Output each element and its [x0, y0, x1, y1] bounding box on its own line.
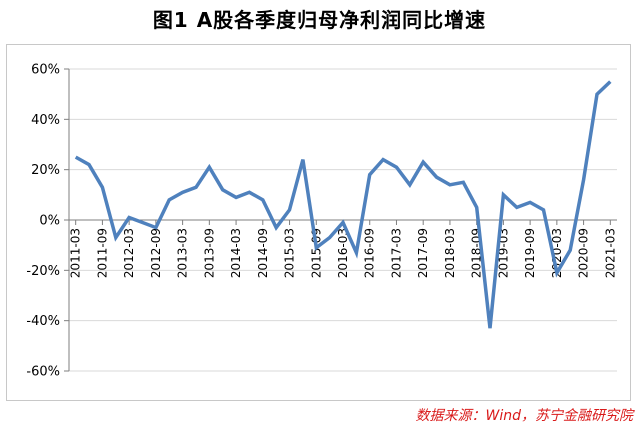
y-tick-label: -60%	[26, 365, 60, 380]
data-point	[221, 188, 224, 191]
line-chart: 60%40%20%0%-20%-40%-60% 2011-03 2011-09 20…	[26, 63, 617, 380]
data-point	[502, 193, 505, 196]
y-tick-label: 20%	[31, 163, 60, 178]
data-point	[141, 221, 144, 224]
data-point	[261, 198, 264, 201]
y-tick-label: 60%	[31, 63, 60, 78]
data-point	[275, 226, 278, 229]
y-tick-label: -20%	[26, 264, 60, 279]
data-point	[368, 173, 371, 176]
series-line	[74, 80, 612, 329]
data-point	[328, 236, 331, 239]
source-note: 数据来源：Wind，苏宁金融研究院	[415, 408, 634, 424]
y-tick-label: 40%	[31, 113, 60, 128]
data-point	[595, 93, 598, 96]
data-point	[355, 251, 358, 254]
x-tick-label: 2013-03	[176, 228, 190, 278]
data-point	[74, 156, 77, 159]
data-point	[515, 206, 518, 209]
x-tick-label: 2012-03	[122, 228, 136, 278]
data-point	[154, 226, 157, 229]
y-tick-label: -40%	[26, 314, 60, 329]
data-point	[114, 236, 117, 239]
data-point	[235, 196, 238, 199]
x-tick-label: 2014-03	[229, 228, 243, 278]
data-point	[315, 246, 318, 249]
x-tick-label: 2018-03	[443, 228, 457, 278]
data-point	[422, 161, 425, 164]
data-point	[408, 183, 411, 186]
x-tick-label: 2011-03	[69, 228, 83, 278]
data-point	[301, 158, 304, 161]
data-point	[542, 208, 545, 211]
chart-area: 60% 40% 20% 0% -20% -40% -60% 2011-03 2011-09 20…	[6, 44, 631, 401]
data-point	[194, 186, 197, 189]
data-point	[569, 249, 572, 252]
data-point	[382, 158, 385, 161]
data-point	[168, 198, 171, 201]
data-point	[88, 163, 91, 166]
data-point	[395, 166, 398, 169]
page-title: 图1 A股各季度归母净利润同比增速	[152, 8, 487, 32]
data-point	[128, 216, 131, 219]
data-point	[489, 327, 492, 330]
data-point	[555, 271, 558, 274]
data-point	[448, 183, 451, 186]
x-tick-label: 2016-03	[336, 228, 350, 278]
x-tick-label: 2020-09	[577, 228, 591, 278]
x-tick-label: 2017-03	[389, 228, 403, 278]
x-tick-label: 2011-09	[95, 228, 109, 278]
data-point	[475, 206, 478, 209]
data-point	[208, 166, 211, 169]
data-point	[582, 178, 585, 181]
x-tick-label: 2019-09	[523, 228, 537, 278]
x-tick-label: 2014-09	[256, 228, 270, 278]
x-tick-label: 2012-09	[149, 228, 163, 278]
data-point	[288, 208, 291, 211]
data-point	[181, 191, 184, 194]
data-point	[529, 201, 532, 204]
series-layer	[74, 80, 612, 330]
x-tick-label: 2021-03	[603, 228, 617, 278]
data-point	[101, 186, 104, 189]
x-tick-label: 2017-09	[416, 228, 430, 278]
y-tick-label: 0%	[39, 214, 60, 229]
data-point	[462, 181, 465, 184]
x-tick-label: 2015-03	[283, 228, 297, 278]
data-point	[435, 176, 438, 179]
x-axis-ticks: 2011-03 2011-09 2012-03 2012-09 2013-03 2013-…	[69, 220, 617, 278]
data-point	[342, 221, 345, 224]
x-tick-label: 2013-09	[202, 228, 216, 278]
x-tick-label: 2015-09	[309, 228, 323, 278]
data-point	[609, 80, 612, 83]
y-axis-ticks: 60% 40% 20% 0% -20% -40% -60%	[26, 63, 69, 380]
x-tick-label: 2016-09	[363, 228, 377, 278]
data-point	[248, 191, 251, 194]
